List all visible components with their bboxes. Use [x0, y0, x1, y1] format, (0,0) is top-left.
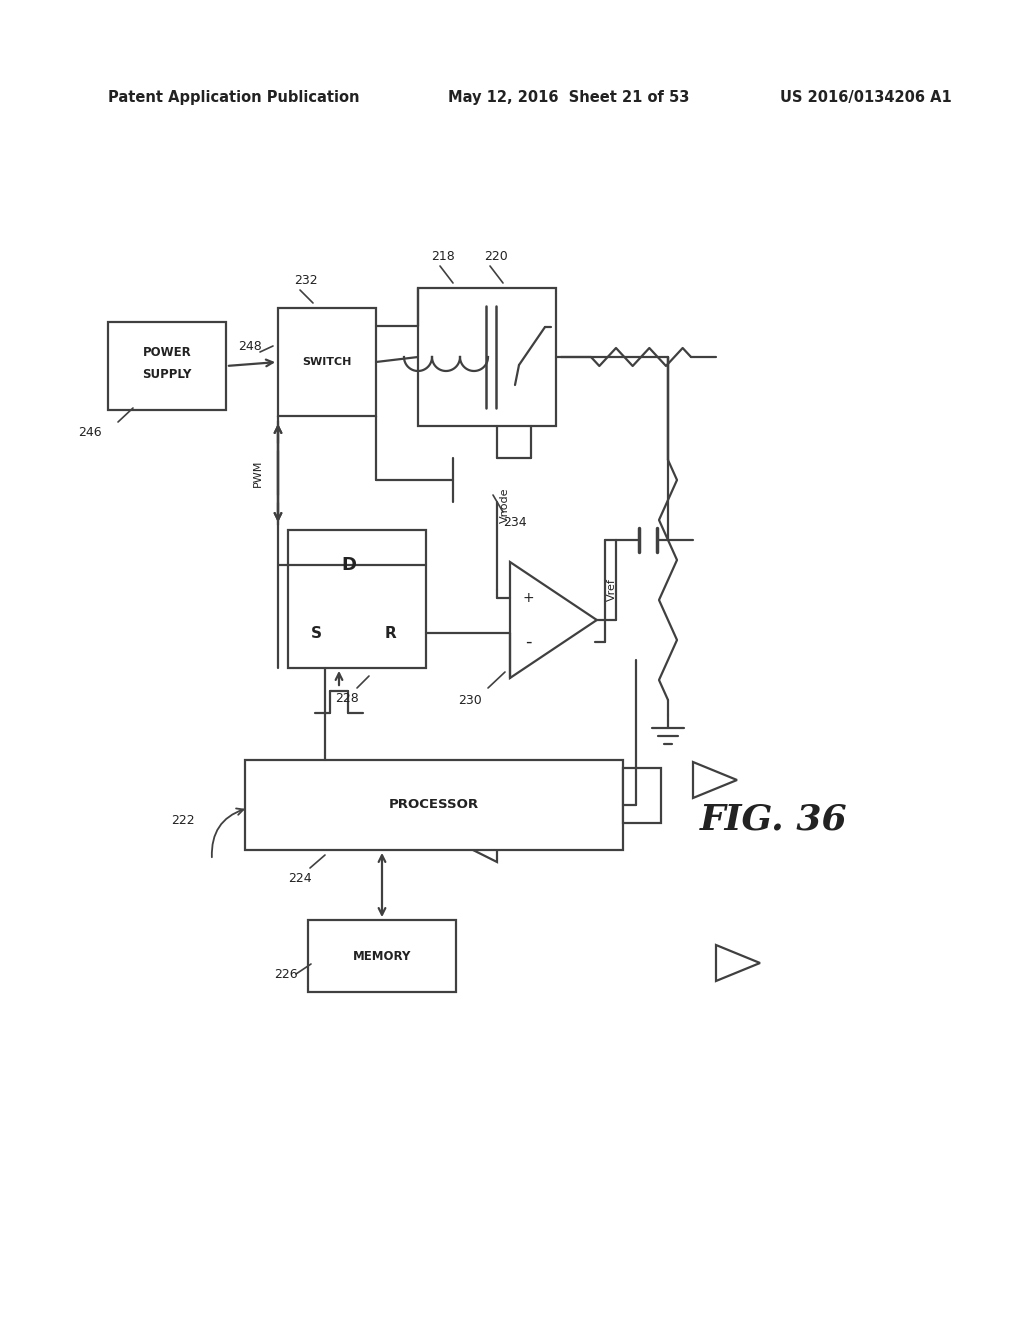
Text: SUPPLY: SUPPLY	[142, 367, 191, 380]
Text: 226: 226	[274, 968, 298, 981]
Text: 234: 234	[503, 516, 526, 528]
Text: US 2016/0134206 A1: US 2016/0134206 A1	[780, 90, 951, 106]
Text: FIG. 36: FIG. 36	[700, 803, 848, 837]
Text: S: S	[310, 626, 322, 640]
Bar	[308, 920, 456, 993]
Text: PROCESSOR: PROCESSOR	[389, 799, 479, 812]
Bar	[278, 308, 376, 416]
Text: Patent Application Publication: Patent Application Publication	[108, 90, 359, 106]
Text: May 12, 2016  Sheet 21 of 53: May 12, 2016 Sheet 21 of 53	[449, 90, 689, 106]
Text: 218: 218	[431, 249, 455, 263]
Text: 232: 232	[294, 273, 317, 286]
Polygon shape	[716, 945, 760, 981]
Text: 246: 246	[78, 425, 101, 438]
Polygon shape	[453, 818, 497, 862]
Text: 220: 220	[484, 249, 508, 263]
Text: MEMORY: MEMORY	[353, 949, 412, 962]
Bar	[245, 760, 623, 850]
Bar	[288, 531, 426, 668]
Polygon shape	[693, 762, 737, 799]
Text: 230: 230	[458, 693, 482, 706]
Text: 222: 222	[171, 813, 195, 826]
Text: Vnode: Vnode	[500, 487, 510, 523]
Text: +: +	[522, 591, 534, 605]
Bar	[418, 288, 556, 426]
Text: D: D	[341, 556, 356, 574]
Text: -: -	[524, 634, 531, 651]
Bar	[623, 768, 662, 822]
Text: 228: 228	[335, 692, 358, 705]
Text: PWM: PWM	[253, 459, 263, 487]
Text: R: R	[385, 626, 397, 640]
Text: POWER: POWER	[142, 346, 191, 359]
Text: 248: 248	[239, 339, 262, 352]
FancyArrowPatch shape	[212, 808, 244, 857]
Text: Vref: Vref	[607, 578, 616, 602]
Polygon shape	[510, 562, 597, 678]
Text: SWITCH: SWITCH	[302, 356, 351, 367]
Text: 224: 224	[288, 871, 312, 884]
Bar	[108, 322, 226, 411]
